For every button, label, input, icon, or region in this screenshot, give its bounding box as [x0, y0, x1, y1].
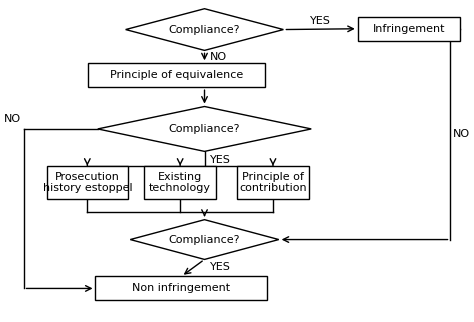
- Text: NO: NO: [453, 129, 470, 139]
- Text: Infringement: Infringement: [373, 24, 445, 34]
- Polygon shape: [98, 107, 311, 151]
- FancyBboxPatch shape: [358, 17, 460, 41]
- Text: Principle of equivalence: Principle of equivalence: [110, 70, 243, 80]
- Text: NO: NO: [4, 114, 21, 124]
- Polygon shape: [126, 9, 283, 50]
- Text: Non infringement: Non infringement: [132, 283, 230, 293]
- Text: YES: YES: [210, 262, 231, 272]
- FancyBboxPatch shape: [47, 166, 128, 199]
- FancyBboxPatch shape: [237, 166, 309, 199]
- Polygon shape: [130, 220, 279, 260]
- Text: Compliance?: Compliance?: [169, 124, 240, 134]
- Text: NO: NO: [210, 52, 227, 62]
- Text: Prosecution
history estoppel: Prosecution history estoppel: [43, 172, 132, 194]
- Text: Compliance?: Compliance?: [169, 234, 240, 244]
- Text: YES: YES: [310, 16, 331, 26]
- Text: Existing
technology: Existing technology: [149, 172, 211, 194]
- Text: Compliance?: Compliance?: [169, 24, 240, 34]
- Text: Principle of
contribution: Principle of contribution: [239, 172, 307, 194]
- Text: YES: YES: [210, 155, 231, 165]
- FancyBboxPatch shape: [89, 63, 265, 87]
- FancyBboxPatch shape: [95, 276, 267, 300]
- FancyBboxPatch shape: [144, 166, 216, 199]
